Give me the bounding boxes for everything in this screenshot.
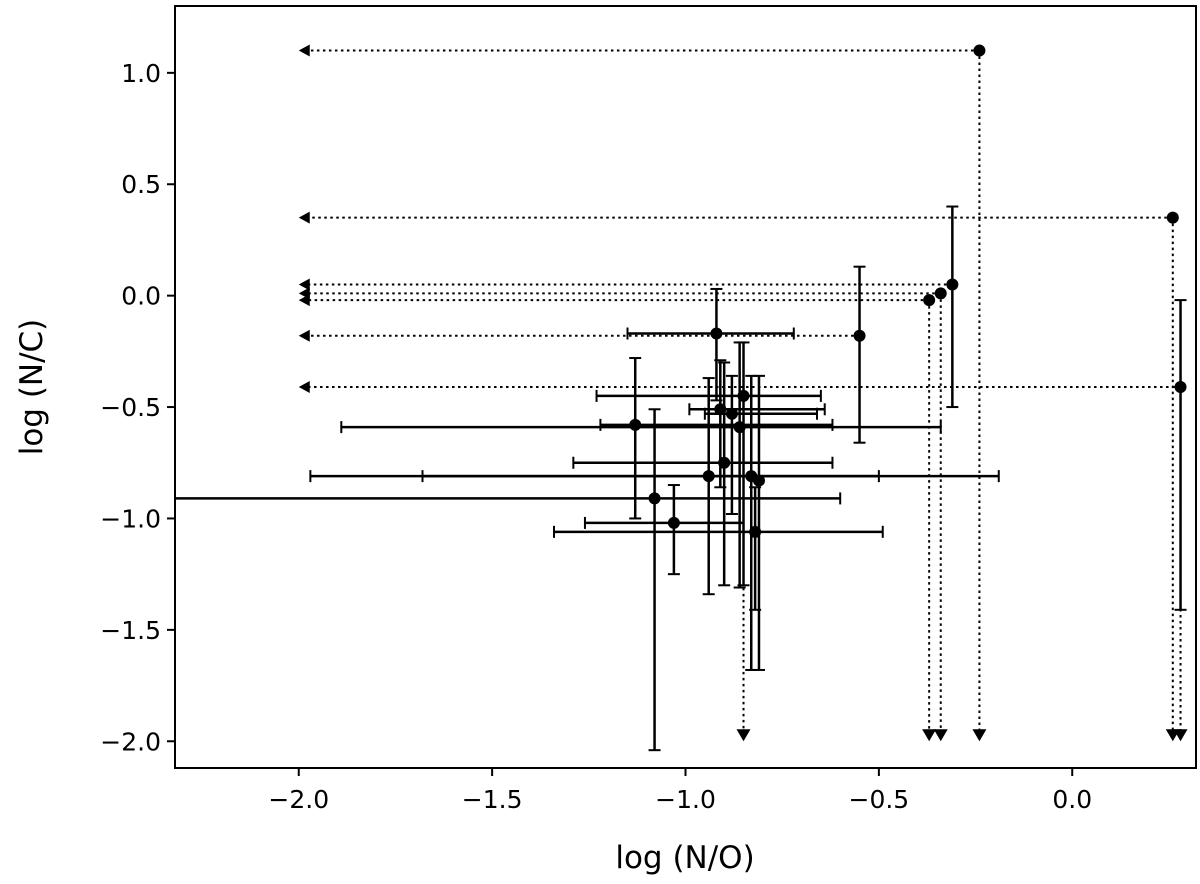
data-point-s0-p4 <box>923 294 936 307</box>
x-tick-label-2: −1.0 <box>655 785 716 814</box>
x-limit-arrow-s0-p2 <box>298 278 310 291</box>
y-tick-label-3: −0.5 <box>100 393 161 422</box>
y-tick-label-2: −1.0 <box>100 504 161 533</box>
y-tick-label-0: −2.0 <box>100 727 161 756</box>
x-limit-arrow-s0-p0 <box>298 44 310 57</box>
data-point-s0-p16 <box>648 492 661 505</box>
y-limit-arrow-s0-p4 <box>922 729 937 742</box>
data-point-s0-p2 <box>946 278 959 291</box>
data-point-s0-p19 <box>749 525 762 538</box>
x-tick-label-0: −2.0 <box>268 785 329 814</box>
y-limit-arrow-s0-p0 <box>972 729 987 742</box>
y-tick-label-6: 1.0 <box>121 59 161 88</box>
data-point-s0-p1 <box>1166 211 1179 224</box>
x-limit-arrow-s0-p4 <box>298 294 310 307</box>
x-tick-label-4: 0.0 <box>1052 785 1092 814</box>
data-point-s0-p6 <box>1174 381 1187 393</box>
x-limit-arrow-s0-p5 <box>298 329 310 342</box>
data-point-s0-p5 <box>853 329 866 342</box>
x-tick-label-3: −0.5 <box>849 785 910 814</box>
data-point-s0-p0 <box>973 44 986 57</box>
y-axis-label: log (N/C) <box>14 319 50 456</box>
data-point-s0-p13 <box>718 456 731 469</box>
data-point-s0-p12 <box>733 421 746 434</box>
data-point-s0-p9 <box>737 389 750 402</box>
x-limit-arrow-s0-p1 <box>298 211 310 224</box>
data-point-s0-p3 <box>934 287 947 300</box>
y-tick-label-1: −1.5 <box>100 616 161 645</box>
y-tick-label-4: 0.0 <box>121 282 161 311</box>
data-point-s0-p8 <box>629 418 642 431</box>
y-limit-arrow-s0-p6 <box>1173 729 1188 742</box>
data-point-s0-p18 <box>752 474 765 487</box>
y-limit-arrow-s0-p3 <box>933 729 948 742</box>
data-point-s0-p17 <box>667 516 680 529</box>
y-tick-label-5: 0.5 <box>121 170 161 199</box>
x-tick-label-1: −1.5 <box>462 785 523 814</box>
data-point-s0-p14 <box>702 470 715 483</box>
data-point-s0-p7 <box>710 327 723 340</box>
x-axis-label: log (N/O) <box>615 840 754 876</box>
data-point-s0-p11 <box>725 407 738 420</box>
data-point-s0-p10 <box>714 403 727 416</box>
y-limit-arrow-s0-p9 <box>736 729 751 742</box>
x-limit-arrow-s0-p6 <box>298 381 310 393</box>
